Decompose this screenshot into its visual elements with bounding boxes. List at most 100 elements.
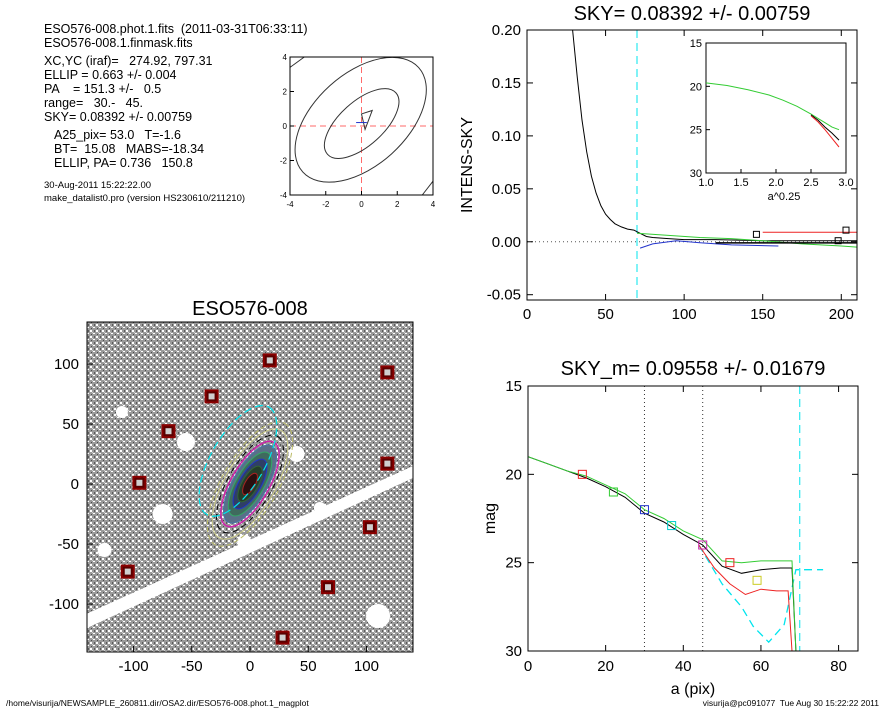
mag-marker-1 [608, 487, 618, 497]
mag-marker-4 [698, 540, 708, 550]
mag-cyan-dashed [698, 544, 824, 644]
profile-ylabel: INTENS-SKY [459, 117, 476, 213]
mag-marker-2 [639, 505, 649, 515]
contour-x-tick-label: 4 [431, 200, 436, 209]
image-y-tick-label: 0 [71, 476, 79, 493]
image-x-tick-label: 50 [300, 658, 317, 675]
result-a25: A25_pix= 53.0 T=-1.6 [54, 128, 181, 142]
mag-y-tick-label: 30 [505, 643, 522, 660]
isophote-contour-corner [289, 56, 305, 68]
mag-series-2 [698, 544, 793, 652]
image-y-tick-label: -50 [57, 536, 79, 553]
inset-y-tick-label: 30 [690, 168, 702, 180]
contour-y-tick-label: 4 [283, 53, 288, 62]
param-sky: SKY= 0.08392 +/- 0.00759 [44, 110, 193, 124]
galaxy-isophote-0 [206, 421, 294, 547]
param-ellip: ELLIP = 0.663 +/- 0.004 [44, 68, 177, 82]
result-ellip-pa: ELLIP, PA= 0.736 150.8 [54, 156, 193, 170]
inset-x-tick-label: 2.0 [768, 177, 783, 189]
isophote-contour-inner [323, 88, 400, 159]
masked-region-1 [152, 504, 173, 524]
mask-name: ESO576-008.1.finmask.fits [44, 36, 193, 50]
mag-series-1 [527, 456, 797, 652]
profile-y-tick-label: 0.10 [492, 128, 521, 145]
mag-x-tick-label: 40 [675, 658, 692, 675]
intensity-profile-plot: SKY= 0.08392 +/- 0.00759 INTENS-SKY 0 50 100… [459, 3, 858, 323]
isophote-contour-outer [294, 56, 427, 183]
image-x-tick-label: 100 [354, 658, 379, 675]
profile-series-1 [636, 232, 858, 248]
file-name: ESO576-008.phot.1.fits (2011-03-31T06:33… [44, 22, 308, 36]
masked-star-core-3 [165, 428, 172, 435]
galaxy-isophote-2 [216, 434, 284, 534]
mag-x-tick-label: 0 [524, 658, 532, 675]
masked-region-3 [115, 406, 128, 418]
profile-title: SKY= 0.08392 +/- 0.00759 [574, 3, 811, 25]
masked-star-core-1 [384, 369, 391, 376]
image-y-tick-label: 100 [54, 356, 79, 373]
masked-region-5 [313, 502, 326, 514]
masked-star-core-8 [325, 584, 332, 591]
inset-frame [705, 42, 847, 174]
mag-frame [527, 385, 859, 652]
result-bt: BT= 15.08 MABS=-18.34 [54, 142, 205, 156]
contour-x-tick-label: -2 [322, 200, 330, 209]
mag-title: SKY_m= 0.09558 +/- 0.01679 [561, 358, 826, 380]
contour-y-tick-label: -2 [280, 157, 288, 166]
inset-y-tick-label: 20 [690, 81, 702, 93]
masked-star-core-0 [266, 357, 273, 364]
masked-star-core-7 [124, 568, 131, 575]
param-range: range= 30.- 45. [44, 96, 144, 110]
profile-series-2 [639, 240, 779, 249]
masked-region-6 [366, 604, 391, 628]
image-title: ESO576-008 [192, 298, 308, 320]
masked-star-core-6 [366, 524, 373, 531]
galaxy-isophote-8 [242, 472, 258, 496]
image-x-tick-label: -50 [181, 658, 203, 675]
masked-region-4 [237, 534, 252, 549]
inset-x-tick-label: 1.5 [733, 177, 748, 189]
param-center: XC,YC (iraf)= 274.92, 797.31 [44, 54, 213, 68]
mag-marker-5 [725, 558, 735, 568]
profile-x-tick-label: 100 [672, 306, 697, 323]
mag-y-tick-label: 25 [505, 555, 522, 572]
mag-marker-0 [577, 469, 587, 479]
profile-x-tick-label: 200 [829, 306, 854, 323]
image-x-tick-label: -100 [119, 658, 149, 675]
contour-y-tick-label: 2 [283, 88, 288, 97]
param-pa: PA = 151.3 +/- 0.5 [44, 82, 162, 96]
profile-marker-0 [752, 230, 760, 238]
masked-star-core-2 [208, 393, 215, 400]
image-y-tick-label: -100 [49, 596, 79, 613]
galaxy-image-plot: ESO576-008 -100 -50 0 50 100 100 50 0 -50 -100 [49, 298, 414, 675]
profile-frame [526, 29, 858, 301]
mag-x-tick-label: 20 [597, 658, 614, 675]
footer-user: visurija@pc091077 Tue Aug 30 15:22:22 20… [702, 698, 879, 708]
mag-marker-6 [752, 575, 762, 585]
inset-y-tick-label: 15 [690, 38, 702, 50]
inset-x-tick-label: 1.0 [698, 177, 713, 189]
masked-star-core-9 [279, 634, 286, 641]
inset-series-0 [705, 82, 840, 131]
image-y-tick-label: 50 [62, 416, 79, 433]
profile-y-tick-label: 0.05 [492, 181, 521, 198]
contour-y-tick-label: 0 [283, 122, 288, 131]
masked-region-2 [288, 446, 305, 462]
mag-y-tick-label: 15 [505, 378, 522, 395]
masked-star-core-5 [384, 460, 391, 467]
profile-x-tick-label: 0 [523, 306, 531, 323]
profile-y-tick-label: 0.15 [492, 75, 521, 92]
mag-x-tick-label: 60 [753, 658, 770, 675]
mag-ylabel: mag [482, 503, 499, 534]
inset-x-tick-label: 2.5 [803, 177, 818, 189]
contour-x-tick-label: -4 [286, 200, 294, 209]
profile-y-tick-label: 0.20 [492, 22, 521, 39]
mag-y-tick-label: 20 [505, 466, 522, 483]
profile-x-tick-label: 150 [750, 306, 775, 323]
mag-marker-3 [667, 521, 677, 531]
masked-region-0 [176, 433, 195, 451]
contour-x-tick-label: 2 [395, 200, 400, 209]
contour-x-tick-label: 0 [359, 200, 364, 209]
inset-series-1 [810, 114, 840, 141]
